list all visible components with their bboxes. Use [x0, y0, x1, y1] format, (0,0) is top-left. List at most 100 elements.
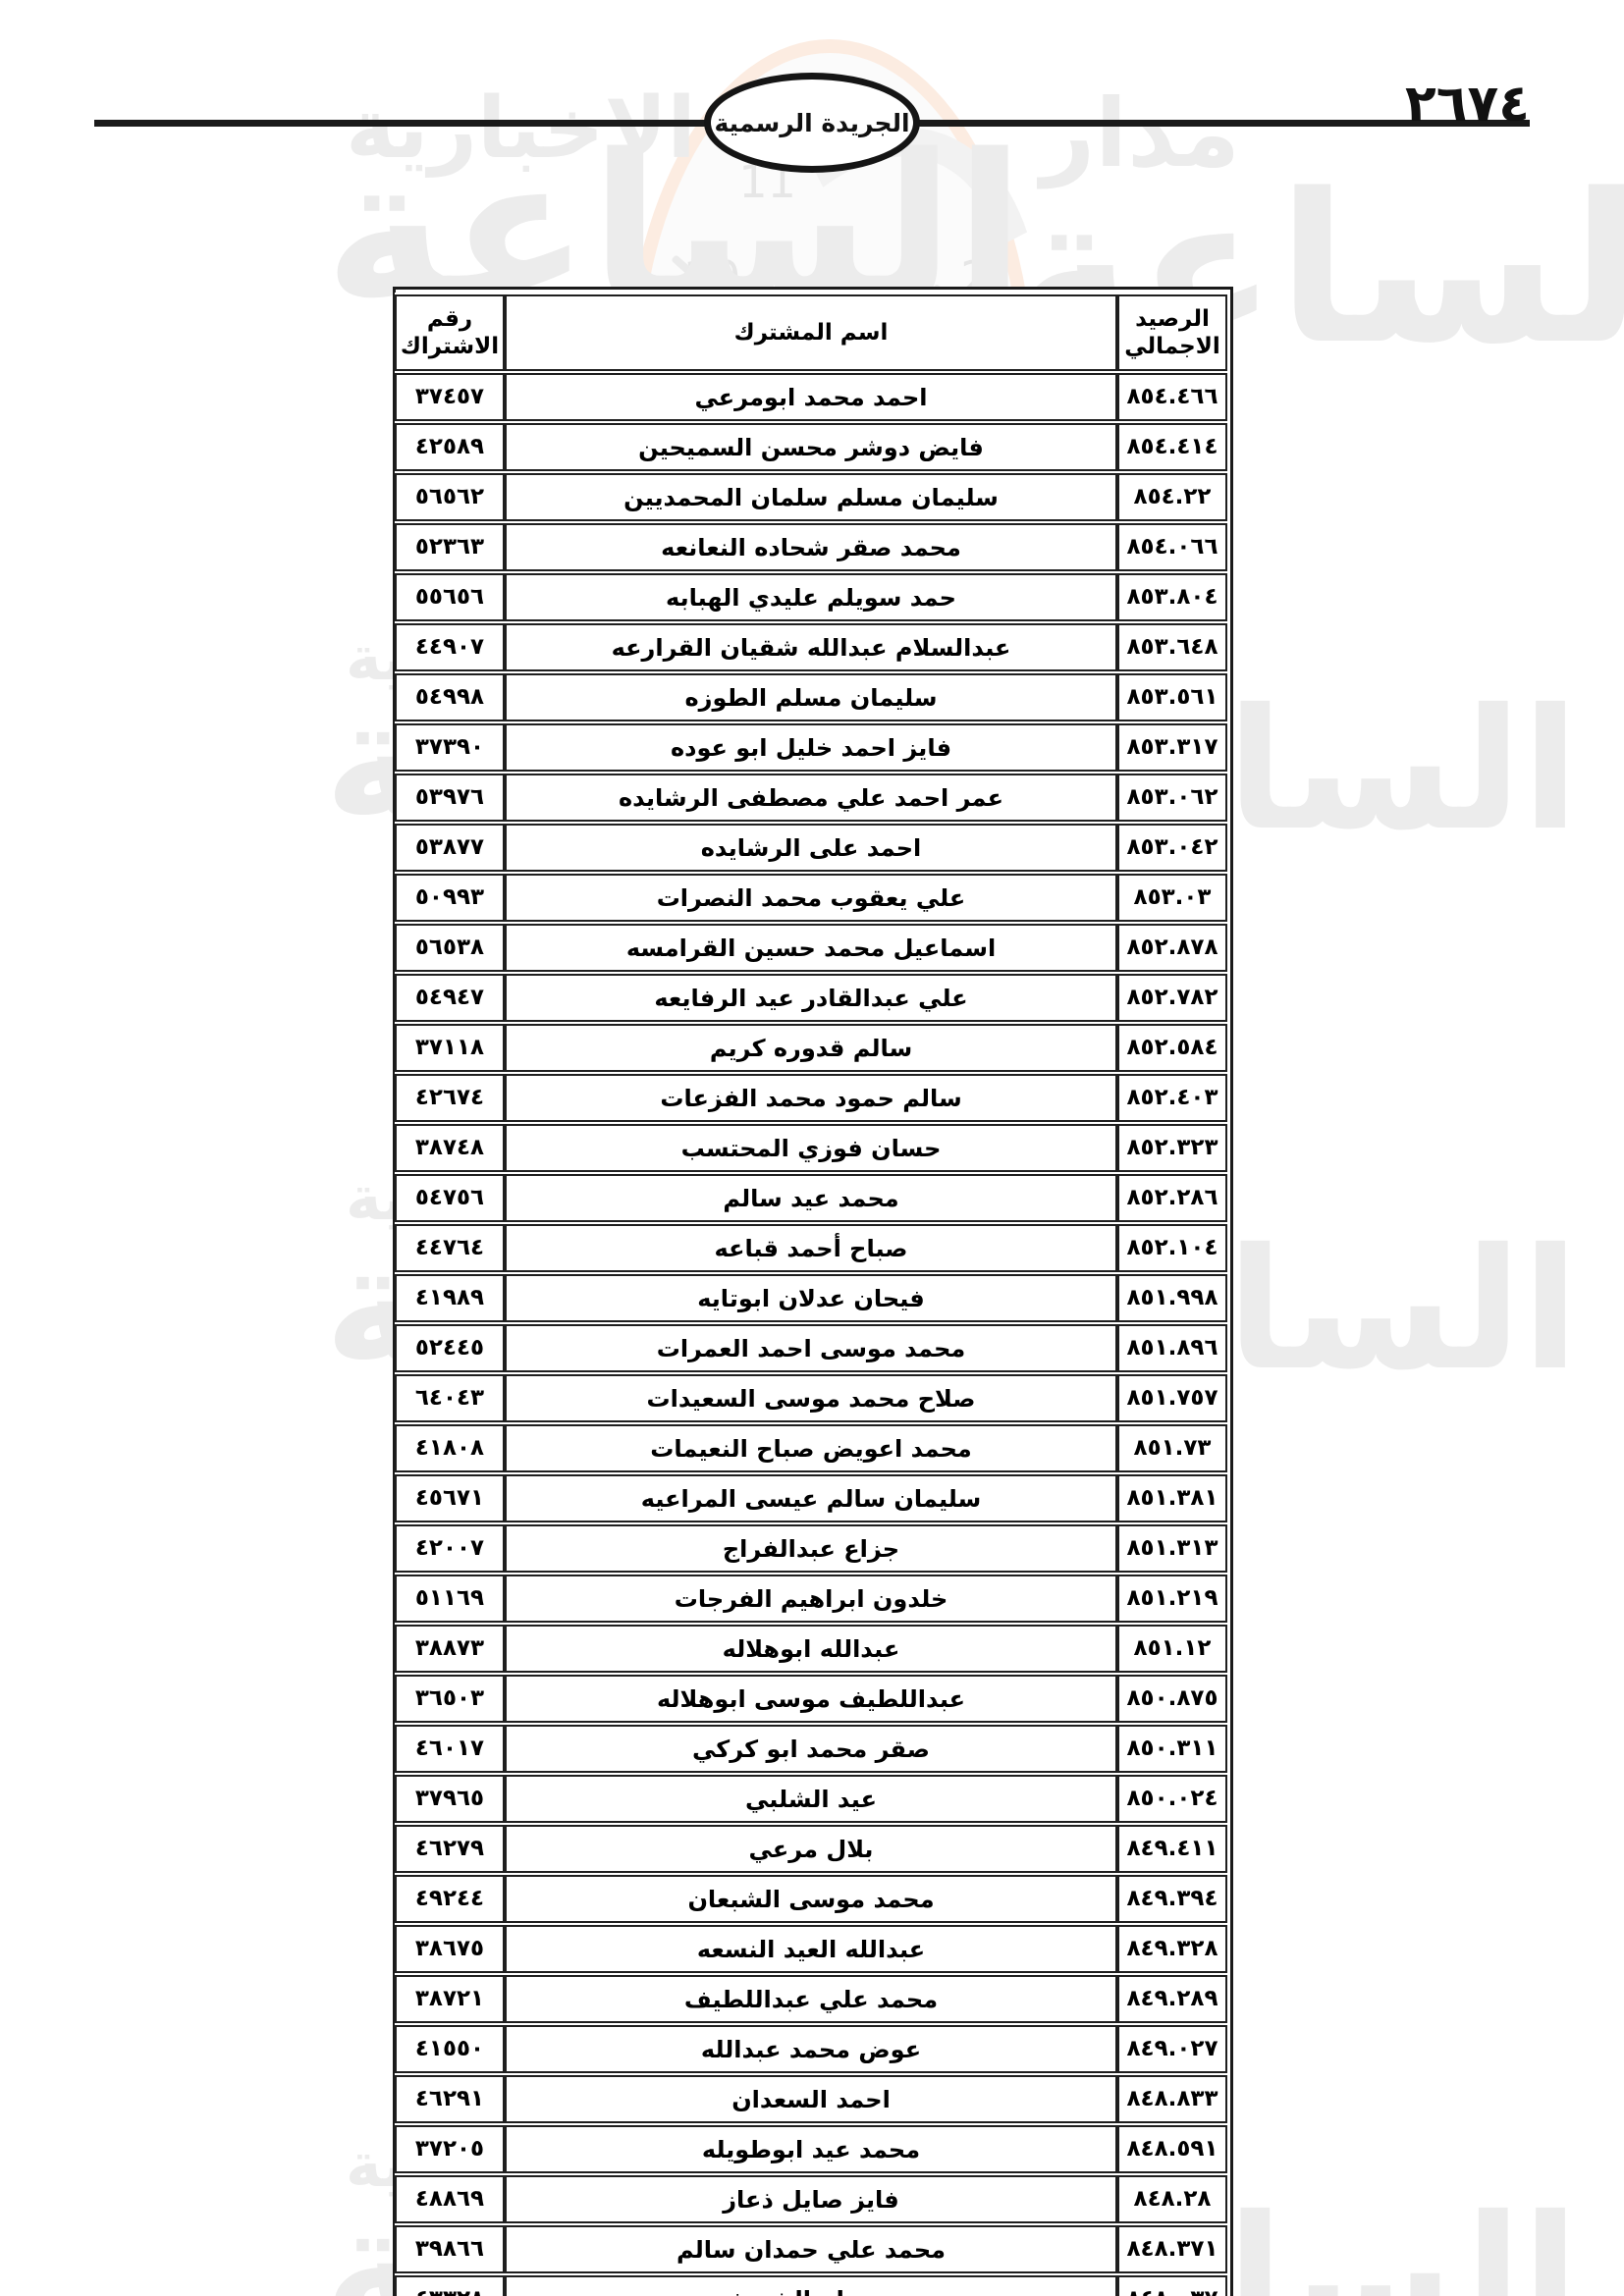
cell-subscription-number: ٣٧٩٦٥ — [395, 1775, 505, 1823]
cell-balance: ٨٤٩.٠٢٧ — [1117, 2025, 1227, 2073]
table-row: ٨٤٩.٣٢٨ عبدالله العيد النسعه ٣٨٦٧٥ — [395, 1925, 1227, 1973]
cell-subscriber-name: احمد السعدان — [505, 2075, 1117, 2123]
table-row: ٨٤٩.٤١١ بلال مرعي ٤٦٢٧٩ — [395, 1825, 1227, 1873]
cell-subscription-number: ٥٤٧٥٦ — [395, 1174, 505, 1222]
cell-subscriber-name: سالم حمود محمد الفزعات — [505, 1074, 1117, 1122]
cell-subscriber-name: محمد صقر شحاده النعانعه — [505, 523, 1117, 571]
cell-subscription-number: ٤٣٣٢٨ — [395, 2275, 505, 2296]
watermark-brand-right-top: مدار — [1041, 79, 1241, 188]
cell-balance: ٨٤٩.٢٨٩ — [1117, 1975, 1227, 2023]
cell-subscription-number: ٣٨٧٢١ — [395, 1975, 505, 2023]
cell-balance: ٨٥٣.٥٦١ — [1117, 673, 1227, 721]
cell-subscriber-name: محمد عيد سالم — [505, 1174, 1117, 1222]
cell-subscription-number: ٤٥٦٧١ — [395, 1474, 505, 1522]
cell-subscriber-name: عبدالسلام عبدالله شقيان القرارعه — [505, 623, 1117, 671]
cell-balance: ٨٥٢.٧٨٢ — [1117, 974, 1227, 1022]
masthead-badge: الجريدة الرسمية — [704, 73, 920, 173]
cell-balance: ٨٥٣.٠٤٢ — [1117, 824, 1227, 872]
cell-balance: ٨٤٨.٠٣٧ — [1117, 2275, 1227, 2296]
table-row: ٨٥١.٨٩٦ محمد موسى احمد العمرات ٥٢٤٤٥ — [395, 1324, 1227, 1372]
cell-subscription-number: ٣٧٢٠٥ — [395, 2125, 505, 2173]
cell-balance: ٨٥٢.٢٨٦ — [1117, 1174, 1227, 1222]
cell-balance: ٨٥٢.٥٨٤ — [1117, 1024, 1227, 1072]
cell-subscription-number: ٤٤٧٦٤ — [395, 1224, 505, 1272]
table-row: ٨٥٤.٤٦٦ احمد محمد ابومرعي ٣٧٤٥٧ — [395, 373, 1227, 421]
cell-subscriber-name: مصباح الشويخ — [505, 2275, 1117, 2296]
cell-subscriber-name: احمد محمد ابومرعي — [505, 373, 1117, 421]
cell-subscriber-name: سليمان سالم عيسى المراعيه — [505, 1474, 1117, 1522]
cell-subscription-number: ٤٢٠٠٧ — [395, 1524, 505, 1573]
cell-subscriber-name: سليمان مسلم سلمان المحمديين — [505, 473, 1117, 521]
cell-subscriber-name: محمد عيد ابوطويله — [505, 2125, 1117, 2173]
table-row: ٨٥٢.١٠٤ صباح أحمد قباعه ٤٤٧٦٤ — [395, 1224, 1227, 1272]
cell-subscription-number: ٣٨٨٧٣ — [395, 1625, 505, 1673]
cell-balance: ٨٥٣.٨٠٤ — [1117, 573, 1227, 621]
cell-subscription-number: ٤٨٨٦٩ — [395, 2175, 505, 2223]
cell-subscription-number: ٤٦٠١٧ — [395, 1725, 505, 1773]
table-row: ٨٥٠.٠٢٤ عيد الشلبي ٣٧٩٦٥ — [395, 1775, 1227, 1823]
table-row: ٨٥٢.٤٠٣ سالم حمود محمد الفزعات ٤٢٦٧٤ — [395, 1074, 1227, 1122]
masthead-badge-label: الجريدة الرسمية — [714, 108, 910, 137]
cell-balance: ٨٤٩.٣٩٤ — [1117, 1875, 1227, 1923]
table-row: ٨٥٠.٨٧٥ عبداللطيف موسى ابوهلاله ٣٦٥٠٣ — [395, 1675, 1227, 1723]
cell-subscription-number: ٥٦٥٦٢ — [395, 473, 505, 521]
column-header-balance-line1: الرصيد — [1135, 305, 1210, 332]
masthead: الجريدة الرسمية — [94, 73, 1530, 173]
cell-subscriber-name: صباح أحمد قباعه — [505, 1224, 1117, 1272]
cell-subscriber-name: محمد موسى الشبعان — [505, 1875, 1117, 1923]
column-header-subscription-number: رقم الاشتراك — [395, 294, 505, 371]
table-row: ٨٥٤.٤١٤ فايض دوشر محسن السميحين ٤٢٥٨٩ — [395, 423, 1227, 471]
table-row: ٨٥١.٢١٩ خلدون ابراهيم الفرجات ٥١١٦٩ — [395, 1575, 1227, 1623]
cell-subscriber-name: حمد سويلم عليدي الهبابه — [505, 573, 1117, 621]
column-header-name: اسم المشترك — [505, 294, 1117, 371]
table-row: ٨٤٨.٨٣٣ احمد السعدان ٤٦٢٩١ — [395, 2075, 1227, 2123]
table-row: ٨٥٣.٨٠٤ حمد سويلم عليدي الهبابه ٥٥٦٥٦ — [395, 573, 1227, 621]
cell-balance: ٨٥١.٣٨١ — [1117, 1474, 1227, 1522]
table-row: ٨٥٢.٧٨٢ علي عبدالقادر عيد الرفايعه ٥٤٩٤٧ — [395, 974, 1227, 1022]
cell-subscriber-name: حسان فوزي المحتسب — [505, 1124, 1117, 1172]
cell-subscriber-name: فايز احمد خليل ابو عوده — [505, 723, 1117, 772]
table-row: ٨٥٣.٠٦٢ عمر احمد علي مصطفى الرشايده ٥٣٩٧٦ — [395, 774, 1227, 822]
cell-balance: ٨٥٤.٤١٤ — [1117, 423, 1227, 471]
cell-subscription-number: ٥١١٦٩ — [395, 1575, 505, 1623]
cell-balance: ٨٤٨.٣٧١ — [1117, 2225, 1227, 2273]
table-row: ٨٥٣.٥٦١ سليمان مسلم الطوزه ٥٤٩٩٨ — [395, 673, 1227, 721]
table-row: ٨٥١.١٢ عبدالله ابوهلاله ٣٨٨٧٣ — [395, 1625, 1227, 1673]
table-row: ٨٥٣.٠٣ علي يعقوب محمد النصرات ٥٠٩٩٣ — [395, 874, 1227, 922]
cell-subscription-number: ٤٦٢٧٩ — [395, 1825, 505, 1873]
cell-balance: ٨٥٣.٦٤٨ — [1117, 623, 1227, 671]
watermark-clock-numeral: 1 — [904, 154, 934, 208]
cell-subscription-number: ٥٣٨٧٧ — [395, 824, 505, 872]
cell-subscription-number: ٣٨٦٧٥ — [395, 1925, 505, 1973]
cell-subscriber-name: فايض دوشر محسن السميحين — [505, 423, 1117, 471]
column-header-balance: الرصيد الاجمالي — [1117, 294, 1227, 371]
cell-subscription-number: ٥٤٩٩٨ — [395, 673, 505, 721]
table-row: ٨٥١.٩٩٨ فيحان عدلان ابوتايه ٤١٩٨٩ — [395, 1274, 1227, 1322]
cell-subscription-number: ٣٩٨٦٦ — [395, 2225, 505, 2273]
table-header: الرصيد الاجمالي اسم المشترك رقم الاشتراك — [395, 294, 1227, 371]
cell-subscriber-name: صقر محمد ابو كركي — [505, 1725, 1117, 1773]
cell-subscription-number: ٣٧١١٨ — [395, 1024, 505, 1072]
column-header-balance-line2: الاجمالي — [1124, 334, 1220, 359]
column-header-subno-line1: رقم — [426, 305, 473, 332]
table-row: ٨٥٢.٢٨٦ محمد عيد سالم ٥٤٧٥٦ — [395, 1174, 1227, 1222]
cell-subscriber-name: محمد علي حمدان سالم — [505, 2225, 1117, 2273]
table-row: ٨٥١.٧٣ محمد اعويض صباح النعيمات ٤١٨٠٨ — [395, 1424, 1227, 1472]
cell-subscription-number: ٤١٥٥٠ — [395, 2025, 505, 2073]
cell-subscriber-name: اسماعيل محمد حسين القرامسه — [505, 924, 1117, 972]
table-row: ٨٥٠.٣١١ صقر محمد ابو كركي ٤٦٠١٧ — [395, 1725, 1227, 1773]
cell-balance: ٨٥١.٩٩٨ — [1117, 1274, 1227, 1322]
cell-balance: ٨٥٣.٠٣ — [1117, 874, 1227, 922]
table-row: ٨٥٣.٠٤٢ احمد على الرشايده ٥٣٨٧٧ — [395, 824, 1227, 872]
cell-balance: ٨٤٨.٥٩١ — [1117, 2125, 1227, 2173]
cell-subscription-number: ٤١٩٨٩ — [395, 1274, 505, 1322]
cell-subscription-number: ٤٤٩٠٧ — [395, 623, 505, 671]
cell-subscription-number: ٤٢٦٧٤ — [395, 1074, 505, 1122]
cell-subscription-number: ٥٢٤٤٥ — [395, 1324, 505, 1372]
table-header-row: الرصيد الاجمالي اسم المشترك رقم الاشتراك — [395, 294, 1227, 371]
cell-subscription-number: ٥٣٩٧٦ — [395, 774, 505, 822]
cell-subscriber-name: فيحان عدلان ابوتايه — [505, 1274, 1117, 1322]
cell-subscriber-name: فايز صايل ذعاز — [505, 2175, 1117, 2223]
cell-balance: ٨٥٣.٣١٧ — [1117, 723, 1227, 772]
